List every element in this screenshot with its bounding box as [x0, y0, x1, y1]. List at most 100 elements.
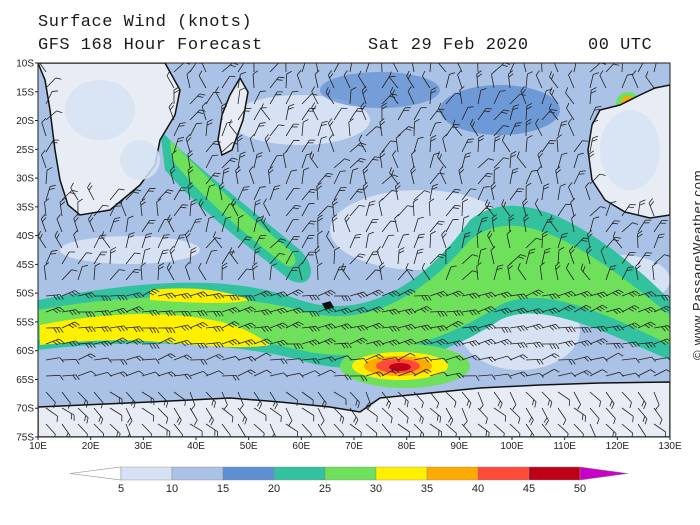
wind-barb [568, 182, 575, 201]
wind-barb [552, 63, 559, 73]
colorbar-label: 50 [574, 483, 586, 495]
wind-barb [285, 139, 300, 153]
wind-barb [395, 182, 401, 201]
wind-barb [557, 359, 576, 365]
wind-barb [317, 323, 336, 330]
wind-barb [125, 306, 144, 313]
wind-barb [189, 359, 208, 365]
lat-label: 30S [16, 174, 34, 185]
wind-barb [73, 230, 79, 249]
wind-barb [557, 391, 570, 406]
wind-barb [349, 325, 368, 332]
wind-barb [477, 158, 495, 169]
wind-barb [557, 372, 576, 378]
wind-barb [445, 372, 464, 379]
colorbar-segment [273, 466, 326, 481]
wind-barb [522, 198, 528, 217]
wind-barb [249, 166, 255, 185]
wind-barb [493, 90, 506, 105]
wind-barb [317, 205, 334, 217]
wind-barb [461, 188, 477, 201]
wind-barb [285, 123, 300, 137]
wind-barb [493, 109, 510, 121]
wind-barb [237, 356, 256, 362]
wind-barb [61, 269, 78, 281]
wind-barb [125, 407, 133, 426]
wind-barb [173, 122, 186, 137]
wind-barb [445, 188, 461, 201]
wind-barb [637, 291, 656, 298]
wind-barb [413, 368, 432, 377]
wind-barb [317, 289, 336, 297]
wind-barb [189, 321, 208, 329]
wind-barb [349, 205, 365, 217]
wind-barb [605, 407, 616, 425]
wind-barb [221, 262, 228, 281]
wind-barb [589, 106, 602, 121]
wind-barb [253, 63, 255, 73]
wind-barb [637, 369, 656, 377]
wind-barb [167, 214, 175, 233]
wind-barb [509, 188, 525, 201]
wind-barb [205, 216, 215, 233]
wind-barb [525, 407, 534, 426]
colorbar-segment [69, 466, 122, 481]
wind-barb [333, 423, 344, 437]
lon-label: 120E [606, 441, 630, 452]
wind-barb [333, 342, 352, 349]
wind-barb [621, 251, 636, 265]
wind-barb [541, 343, 560, 350]
wind-barb [589, 173, 606, 185]
wind-barb [173, 423, 184, 437]
wind-barb [557, 232, 568, 249]
wind-barb [173, 391, 186, 407]
wind-barb [571, 214, 577, 233]
wind-barb [331, 214, 338, 233]
wind-barb [557, 247, 565, 265]
wind-barb [253, 391, 263, 410]
lat-label: 75S [16, 433, 34, 444]
wind-barb [301, 119, 309, 137]
wind-barb [397, 233, 410, 249]
wind-barb [109, 269, 126, 281]
wind-barb [253, 423, 265, 437]
wind-barb [125, 355, 144, 362]
wind-barb [221, 167, 230, 185]
wind-barb [333, 355, 352, 361]
wind-barb [573, 370, 592, 377]
wind-barb [77, 326, 96, 333]
wind-barb [557, 152, 568, 169]
wind-barb [477, 186, 490, 201]
wind-barb [221, 294, 240, 301]
wind-barb [362, 166, 369, 185]
wind-barb [556, 134, 562, 153]
wind-barb [109, 325, 128, 332]
wind-barb [429, 230, 436, 249]
wind-barb [365, 63, 372, 73]
wind-barb [517, 263, 527, 281]
wind-barb [573, 423, 584, 437]
wind-barb [429, 338, 448, 346]
wind-barb [445, 265, 457, 281]
wind-barb [61, 374, 80, 381]
wind-barb [185, 262, 191, 281]
wind-barb [261, 215, 271, 233]
wind-barb [493, 423, 505, 437]
wind-barb [169, 246, 175, 265]
wind-barb [269, 423, 277, 437]
wind-barb [429, 325, 448, 332]
wind-barb [389, 167, 399, 185]
wind-barb [316, 182, 322, 201]
wind-barb [141, 358, 160, 364]
wind-barb [77, 407, 89, 424]
wind-barb [541, 140, 556, 153]
wind-barb [442, 134, 448, 153]
wind-barb [45, 338, 64, 346]
wind-barb [185, 230, 191, 249]
wind-barb [549, 87, 559, 105]
wind-barb [199, 63, 207, 73]
wind-barb [140, 262, 147, 281]
wind-barb [189, 199, 197, 217]
lon-label: 20E [82, 441, 100, 452]
wind-barb [141, 288, 160, 297]
